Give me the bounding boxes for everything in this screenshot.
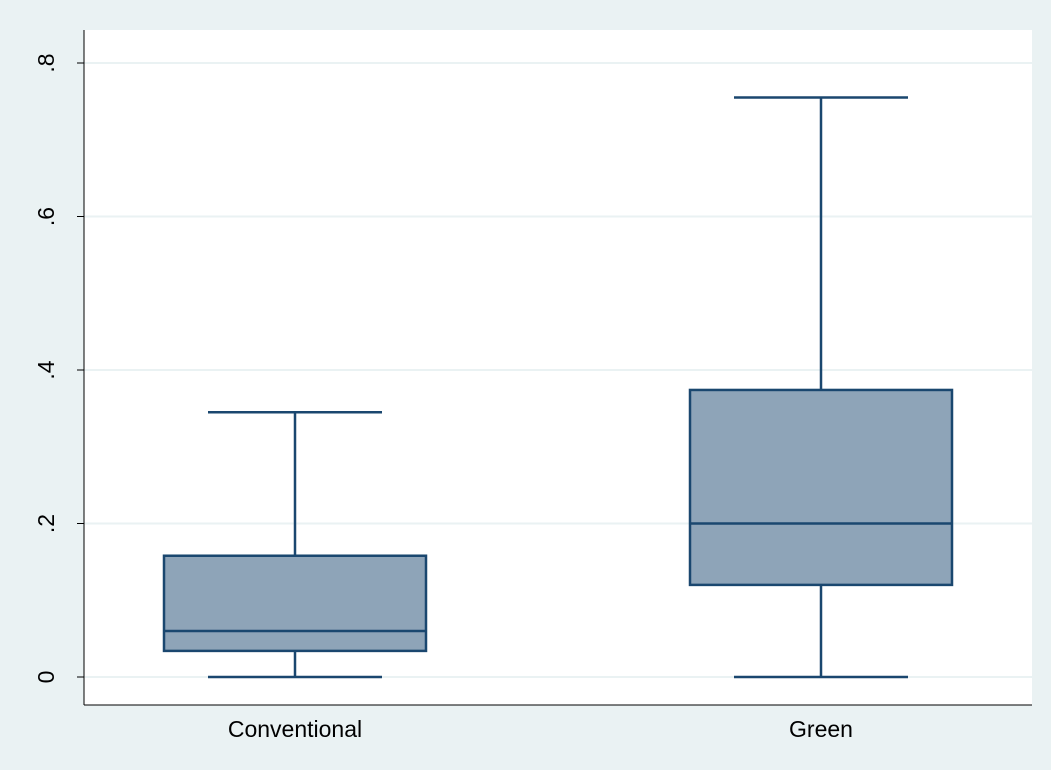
y-axis-ticks: 0 .2 .4 .6 .8 [33,53,84,683]
y-tick-label: 0 [33,671,59,684]
box-series [162,96,954,679]
interquartile-box [688,388,954,587]
axes [83,30,1032,706]
interquartile-box [162,554,428,653]
x-category-label: Conventional [228,716,362,742]
y-tick-label: .6 [33,207,59,226]
x-category-label: Green [789,716,853,742]
box-green [688,96,954,679]
x-axis-labels: Conventional Green [228,716,853,742]
y-tick-label: .4 [33,360,59,379]
box-conventional [162,410,428,679]
y-tick-label: .2 [33,514,59,533]
y-tick-label: .8 [33,53,59,72]
